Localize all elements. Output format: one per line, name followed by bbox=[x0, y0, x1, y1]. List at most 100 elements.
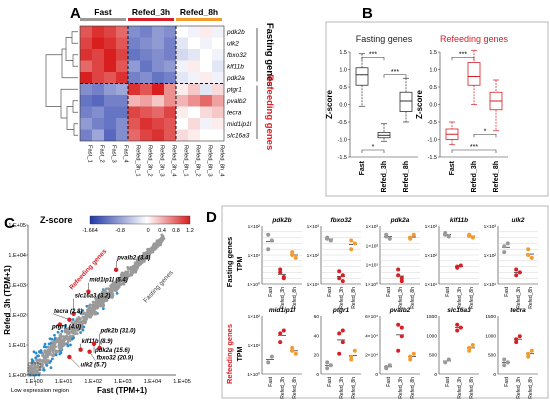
data-point bbox=[349, 247, 354, 252]
heatmap-cell bbox=[92, 106, 104, 118]
data-point bbox=[281, 275, 286, 280]
data-point bbox=[526, 351, 531, 356]
row-label-tecra: tecra bbox=[227, 110, 242, 117]
scatter-point bbox=[106, 292, 110, 296]
scatter-point bbox=[48, 351, 52, 355]
zscore-legend-bar bbox=[89, 215, 191, 225]
scatter-point bbox=[131, 264, 135, 268]
heatmap-cell bbox=[140, 37, 152, 49]
data-point bbox=[340, 328, 345, 333]
scatter-point bbox=[158, 241, 162, 245]
data-point bbox=[399, 325, 404, 330]
row-label-slc16a3: slc16a3 bbox=[227, 133, 250, 140]
y-tick-label: 1.E+02 bbox=[8, 313, 26, 319]
y-tick-label: 6×10⁴ bbox=[365, 314, 378, 320]
heatmap-cell bbox=[212, 129, 224, 141]
legend-tick: 0.8 bbox=[172, 228, 180, 234]
annotation-leader bbox=[52, 313, 70, 320]
data-point bbox=[399, 279, 404, 284]
x-tick-label: Refed_3h bbox=[457, 287, 463, 309]
heatmap-cell bbox=[140, 129, 152, 141]
chart-title-0: Fasting genes bbox=[356, 34, 413, 44]
scatter-point bbox=[137, 255, 141, 259]
scatter-point bbox=[59, 332, 63, 336]
heatmap-cell bbox=[164, 49, 176, 61]
panel-b-frame bbox=[325, 21, 549, 197]
data-point bbox=[384, 234, 389, 239]
data-point bbox=[384, 365, 389, 370]
highlight-point bbox=[78, 347, 83, 352]
heatmap-cell bbox=[116, 49, 128, 61]
fasting-genes-label: Fasting genes bbox=[264, 23, 275, 87]
scatter-point bbox=[46, 345, 50, 349]
data-point bbox=[266, 232, 271, 237]
scatter-point bbox=[160, 235, 164, 239]
heatmap-cell bbox=[164, 26, 176, 38]
gene-title-pdk2a: pdk2a bbox=[390, 217, 410, 224]
scatter-point bbox=[43, 349, 47, 353]
scatter-point bbox=[30, 362, 34, 365]
heatmap-cell bbox=[188, 37, 200, 49]
heatmap-cell bbox=[92, 83, 104, 95]
significance-bracket bbox=[451, 149, 497, 153]
y-tick-label: 1×10³ bbox=[425, 224, 438, 230]
scatter-point bbox=[160, 237, 164, 241]
scatter-point bbox=[52, 349, 55, 353]
scatter-point bbox=[155, 244, 159, 248]
scatter-point bbox=[131, 268, 135, 272]
scatter-point bbox=[42, 355, 46, 358]
heatmap-cell bbox=[152, 106, 164, 118]
scatter-point bbox=[129, 266, 133, 269]
scatter-point bbox=[91, 311, 95, 315]
scatter-point bbox=[141, 258, 144, 262]
scatter-point-de bbox=[78, 310, 81, 314]
y-tick-label: 1×10² bbox=[248, 224, 261, 230]
data-point bbox=[408, 354, 413, 359]
data-point bbox=[290, 345, 295, 350]
x-tick-label: Refed_3h bbox=[457, 377, 463, 399]
heatmap-cell bbox=[212, 26, 224, 38]
data-point bbox=[411, 351, 416, 356]
heatmap-cell bbox=[212, 60, 224, 72]
scatter-point bbox=[95, 296, 99, 300]
heatmap-cell bbox=[104, 72, 116, 84]
column-label: Fast_3 bbox=[110, 145, 116, 163]
scatter-point bbox=[116, 285, 119, 289]
data-point bbox=[278, 331, 283, 336]
scatter-point-de bbox=[50, 357, 54, 361]
x-tick-label: Refed_3h bbox=[280, 377, 286, 399]
scatter-point-de bbox=[43, 342, 47, 346]
data-point bbox=[269, 238, 274, 243]
x-tick-label: 1.E+02 bbox=[84, 379, 102, 385]
data-point bbox=[337, 276, 342, 281]
heatmap-cell bbox=[140, 95, 152, 107]
data-point bbox=[281, 328, 286, 333]
x-tick-label: Refed_3h bbox=[339, 287, 345, 309]
heatmap-cell bbox=[176, 95, 188, 107]
heatmap-cell bbox=[188, 95, 200, 107]
scatter-point-de bbox=[66, 344, 70, 348]
x-tick-label: Refed_8h bbox=[493, 161, 500, 193]
y-tick-label: 1500 bbox=[485, 314, 496, 320]
x-tick-label: Fast bbox=[327, 376, 333, 386]
scatter-point-de bbox=[64, 324, 67, 328]
scatter-point bbox=[52, 347, 56, 351]
scatter-point bbox=[78, 327, 82, 331]
heatmap-cell bbox=[80, 83, 92, 95]
heatmap-cell bbox=[128, 37, 140, 49]
scatter-point bbox=[99, 304, 103, 308]
scatter-point-de bbox=[32, 350, 36, 354]
data-point bbox=[278, 270, 283, 275]
data-point bbox=[349, 357, 354, 362]
heatmap-cell bbox=[164, 118, 176, 130]
scatter-point bbox=[86, 315, 90, 319]
y-tick-label: 1×10¹ bbox=[484, 282, 497, 288]
scatter-point bbox=[91, 300, 95, 304]
data-point bbox=[529, 348, 534, 353]
heatmap-cell bbox=[104, 26, 116, 38]
significance-bracket bbox=[361, 149, 385, 153]
heatmap-cell bbox=[164, 95, 176, 107]
y-tick-label: 1.E+04 bbox=[8, 253, 26, 259]
heatmap-cell bbox=[140, 118, 152, 130]
scatter-point bbox=[119, 273, 123, 277]
